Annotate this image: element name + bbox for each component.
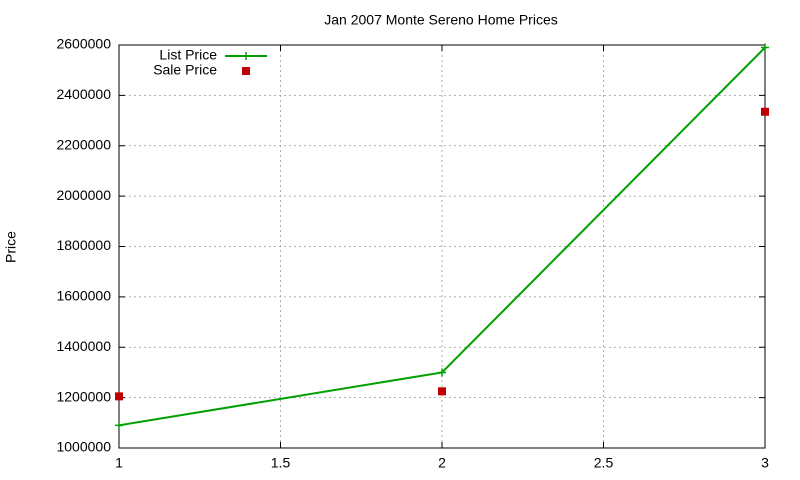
y-tick-label: 2400000	[56, 86, 111, 102]
data-point	[115, 421, 123, 430]
y-tick-label: 2600000	[56, 36, 111, 52]
y-tick-label: 1800000	[56, 237, 111, 253]
y-tick-label: 2000000	[56, 187, 111, 203]
y-tick-label: 1400000	[56, 338, 111, 354]
data-point	[115, 392, 123, 401]
legend-label: Sale Price	[153, 62, 217, 78]
data-point	[761, 43, 769, 52]
legend-marker	[242, 67, 250, 75]
y-tick-label: 1200000	[56, 388, 111, 404]
x-tick-label: 1.5	[271, 455, 291, 471]
legend-label: List Price	[159, 47, 217, 63]
x-tick-label: 3	[761, 455, 769, 471]
data-point	[438, 368, 446, 377]
chart-title: Jan 2007 Monte Sereno Home Prices	[324, 12, 557, 28]
x-tick-label: 1	[115, 455, 123, 471]
x-tick-label: 2.5	[594, 455, 614, 471]
y-tick-label: 1600000	[56, 288, 111, 304]
legend-marker	[242, 52, 250, 60]
plot-border	[118, 44, 766, 449]
y-tick-label: 2200000	[56, 136, 111, 152]
data-point	[761, 107, 769, 116]
y-axis-label: Price	[3, 231, 19, 263]
x-tick-label: 2	[438, 455, 446, 471]
y-tick-label: 1000000	[56, 439, 111, 455]
data-point	[438, 387, 446, 396]
